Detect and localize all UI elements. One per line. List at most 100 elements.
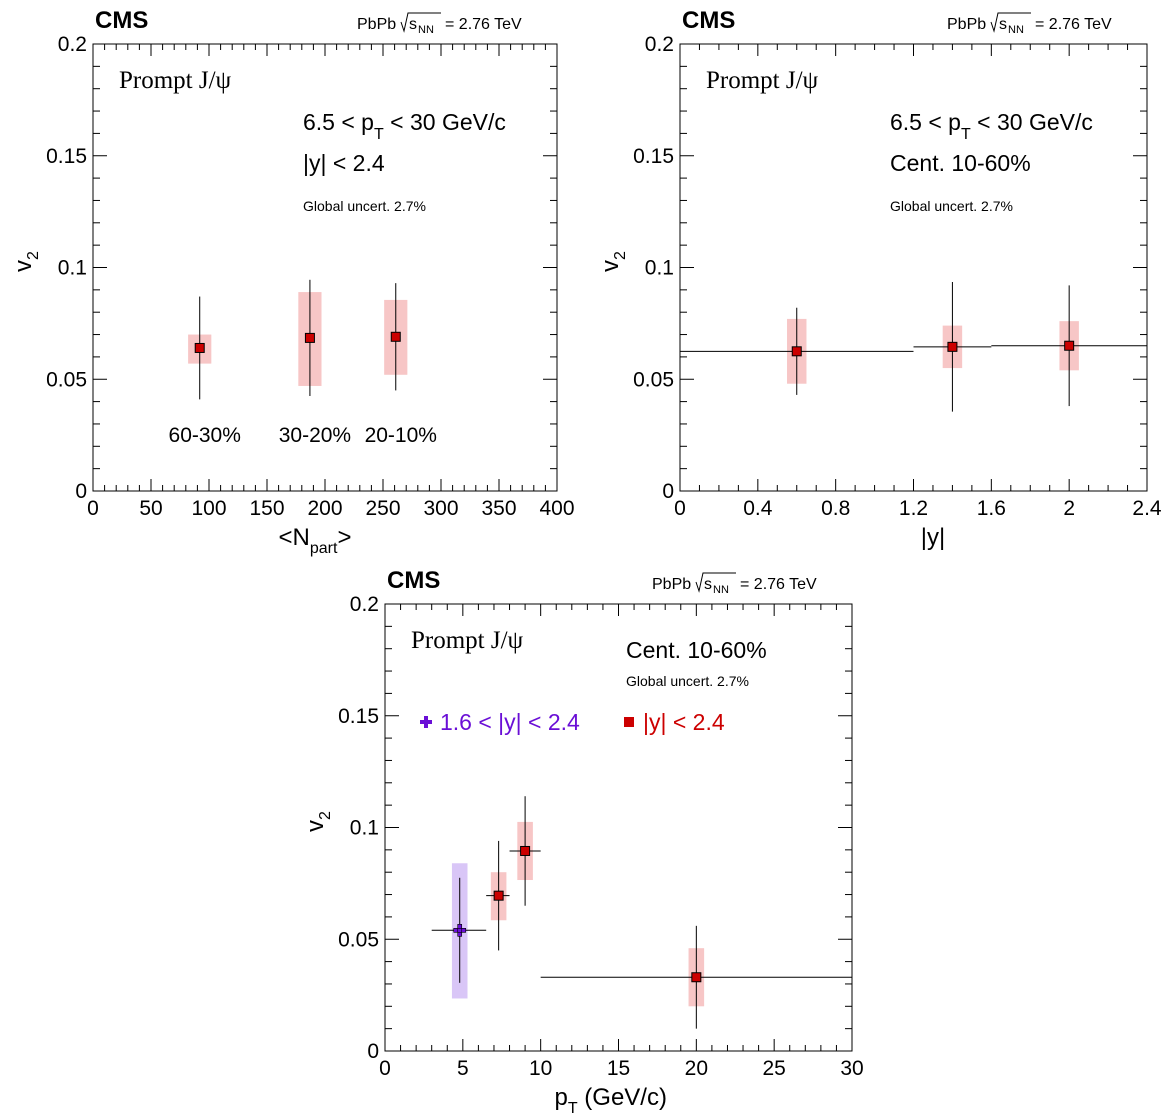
data-point [384, 283, 408, 391]
x-tick-label: 150 [249, 497, 284, 520]
x-tick-label: 50 [139, 497, 162, 520]
cms-label: CMS [387, 567, 440, 594]
x-tick-label: 250 [365, 497, 400, 520]
energy-s: s [999, 16, 1007, 33]
legend-label: 1.6 < |y| < 2.4 [440, 709, 580, 735]
marker-square [194, 342, 205, 353]
x-tick-label: 25 [762, 1057, 785, 1080]
x-tick-label: 2 [1063, 497, 1075, 520]
x-tick-label: 5 [457, 1057, 469, 1080]
marker-square [947, 341, 958, 352]
y-tick-label: 0.2 [350, 593, 379, 616]
selection-line: Cent. 10-60% [890, 150, 1031, 176]
x-tick-label: 15 [607, 1057, 630, 1080]
x-tick-label: 20 [685, 1057, 708, 1080]
y-axis-title: v2 [10, 251, 42, 272]
centrality-line: Cent. 10-60% [626, 637, 767, 663]
kinematic-range: 6.5 < pT < 30 GeV/c [890, 109, 1093, 143]
x-axis-title: |y| [921, 524, 945, 551]
energy-prefix: PbPb [652, 576, 691, 593]
data-point [509, 796, 541, 906]
y-tick-label: 0 [367, 1040, 379, 1063]
y-tick-label: 0 [662, 480, 674, 503]
y-tick-label: 0.15 [338, 705, 379, 728]
energy-label: PbPb s NN = 2.76 TeV [357, 12, 522, 36]
data-point [188, 296, 212, 400]
x-tick-label: 10 [529, 1057, 552, 1080]
energy-s: s [704, 576, 712, 593]
y-tick-label: 0.05 [46, 368, 87, 391]
y-tick-label: 0.05 [633, 368, 674, 391]
marker-square [390, 331, 401, 342]
chart-panel-2: 0 0.4 0.8 1.2 1.6 2 2.4 0 0.05 0.1 0.15 0.2 CMS PbPb s… [597, 7, 1162, 551]
marker-square [691, 972, 702, 983]
global-uncert: Global uncert. 2.7% [626, 673, 749, 689]
x-tick-label: 300 [423, 497, 458, 520]
sqrt-sign [400, 12, 441, 33]
energy-value: = 2.76 TeV [1035, 16, 1112, 33]
y-tick-label: 0.2 [58, 33, 87, 56]
chart-panel-3: 0 5 10 15 20 25 30 0 0.05 0.1 0.15 0.2 CMS PbPb s NN = 2… [302, 567, 864, 1115]
sqrt-sign [695, 572, 736, 593]
y-tick-label: 0.1 [350, 817, 379, 840]
selection-line: |y| < 2.4 [303, 150, 385, 176]
legend-marker-square [624, 717, 634, 727]
energy-value: = 2.76 TeV [740, 576, 817, 593]
marker-square [1064, 340, 1075, 351]
species-label: Prompt J/ψ [119, 67, 232, 94]
energy-subscript: NN [713, 584, 729, 596]
data-point [680, 307, 914, 395]
y-tick-label: 0.1 [645, 257, 674, 280]
y-axis-title: v2 [597, 251, 629, 272]
energy-prefix: PbPb [947, 16, 986, 33]
chart-panel-1: 0 50 100 150 200 250 300 350 400 0 0.05 0.1 0.15 0.2 C… [10, 7, 575, 557]
x-tick-label: 0.4 [743, 497, 773, 520]
energy-label: PbPb s NN = 2.76 TeV [947, 12, 1112, 36]
energy-prefix: PbPb [357, 16, 396, 33]
marker-cross [453, 924, 467, 937]
x-tick-label: 30 [840, 1057, 863, 1080]
x-tick-label: 0.8 [821, 497, 850, 520]
cms-label: CMS [95, 7, 148, 34]
marker-square [304, 332, 315, 343]
x-axis-title: <Npart> [279, 524, 352, 557]
energy-value: = 2.76 TeV [445, 16, 522, 33]
legend-label: |y| < 2.4 [643, 709, 725, 735]
data-point [540, 925, 852, 1029]
x-axis-title: pT (GeV/c) [554, 1084, 666, 1115]
energy-subscript: NN [1008, 24, 1024, 36]
x-tick-label: 100 [191, 497, 226, 520]
marker-square [791, 346, 802, 357]
y-tick-label: 0.1 [58, 257, 87, 280]
x-tick-label: 400 [539, 497, 574, 520]
global-uncert: Global uncert. 2.7% [303, 198, 426, 214]
data-point [298, 279, 322, 397]
data-point [913, 282, 992, 412]
y-tick-label: 0.15 [633, 145, 674, 168]
species-label: Prompt J/ψ [411, 627, 524, 654]
x-tick-label: 0 [674, 497, 686, 520]
marker-square [520, 845, 531, 856]
x-tick-label: 200 [307, 497, 342, 520]
x-tick-label: 350 [481, 497, 516, 520]
y-tick-label: 0.15 [46, 145, 87, 168]
global-uncert: Global uncert. 2.7% [890, 198, 1013, 214]
x-tick-label: 0 [379, 1057, 391, 1080]
x-tick-label: 2.4 [1132, 497, 1162, 520]
energy-label: PbPb s NN = 2.76 TeV [652, 572, 817, 596]
x-tick-label: 1.2 [899, 497, 928, 520]
kinematic-range: 6.5 < pT < 30 GeV/c [303, 109, 506, 143]
sqrt-sign [990, 12, 1031, 33]
y-tick-label: 0 [75, 480, 87, 503]
energy-s: s [409, 16, 417, 33]
x-tick-label: 0 [87, 497, 99, 520]
x-tick-label: 1.6 [977, 497, 1006, 520]
data-point [431, 863, 487, 999]
y-tick-label: 0.2 [645, 33, 674, 56]
species-label: Prompt J/ψ [706, 67, 819, 94]
data-point [991, 285, 1147, 407]
y-tick-label: 0.05 [338, 928, 379, 951]
marker-square [493, 890, 504, 901]
legend-marker-cross [420, 716, 432, 728]
